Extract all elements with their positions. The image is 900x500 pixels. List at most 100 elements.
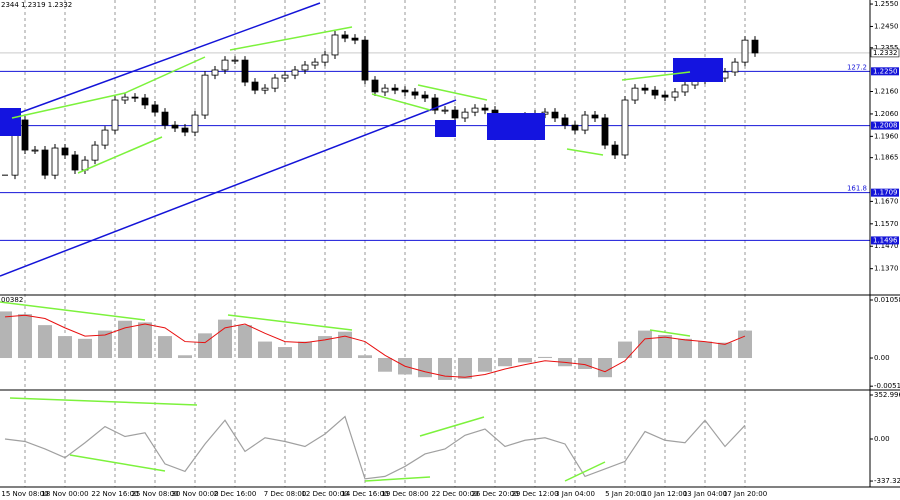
trend-line [417,84,488,101]
trend-line [69,454,166,472]
zone [435,120,456,137]
candle [451,109,459,119]
x-tick-label: 3 Jan 04:00 [555,490,595,498]
trend-line [77,136,163,174]
y-tick-label: 1.1570 [874,220,899,228]
level-box [871,236,899,245]
candle [111,99,119,131]
fib-label: 127.2 [847,63,867,71]
candle [611,144,619,156]
candle [631,87,639,101]
signal-line [4,314,746,378]
candle [221,59,229,71]
y-tick-label: 1.2450 [874,22,899,30]
x-tick-label: 18 Nov 00:00 [41,490,88,498]
level-box [871,121,899,130]
histogram-bar [238,325,252,359]
histogram-bar [618,341,632,359]
candle [141,97,149,106]
candle [751,39,759,54]
trend-line [419,416,485,437]
trend-line [371,93,431,111]
candle [131,96,139,99]
x-tick-label: 14 Dec 16:00 [341,490,388,498]
candle [741,39,749,63]
level-box [871,67,899,76]
candle [641,87,649,91]
histogram-bar [0,311,12,359]
candle [571,124,579,131]
x-tick-label: 7 Dec 08:00 [264,490,307,498]
candle [281,74,289,79]
candle [321,54,329,63]
y-tick-label: 352.9968 [874,391,900,399]
histogram-bar [498,358,512,367]
candle [201,74,209,116]
level-label: 1.1496 [873,236,898,244]
candle [401,89,409,93]
histogram-bar [158,336,172,359]
histogram-bar [18,314,32,359]
annotations [0,2,723,482]
histogram-bar [38,325,52,359]
histogram-bar [598,358,612,378]
candle [581,114,589,131]
histogram-bar [198,333,212,359]
current-price-label: 1.2332 [873,49,898,57]
level-label: 1.1709 [873,189,898,197]
fib-label: 161.8 [847,185,867,193]
y-tick-label: 1.1370 [874,265,899,273]
trend-line [11,56,206,119]
histogram-bar [578,358,592,369]
histogram-bar [478,358,492,372]
candle [171,124,179,129]
price-info: 2344 1.2319 1.2332 [1,1,72,9]
candle [191,114,199,133]
histogram-bar [458,358,472,379]
candle [371,79,379,93]
price-axis [870,0,900,500]
trend-line [0,301,146,321]
candle [561,117,569,126]
x-tick-label: 13 Jan 04:00 [683,490,727,498]
histogram-bar [318,336,332,359]
y-tick-label: 1.1670 [874,197,899,205]
candle [381,87,389,93]
histogram-bar [78,338,92,359]
candle [31,149,39,152]
candle [391,87,399,91]
y-tick-label: -0.00514 [874,382,900,390]
histogram-bar [438,358,452,380]
histogram-bar [698,341,712,359]
histogram-bar [58,336,72,359]
candle [211,69,219,76]
candle [21,119,29,151]
candle [481,107,489,111]
histogram-bar [538,356,552,359]
x-tick-label: 26 Dec 20:00 [471,490,518,498]
candle [471,107,479,113]
candle [421,94,429,99]
zone [487,113,545,140]
candle [101,129,109,146]
histogram-bar [138,322,152,359]
level-label: 1.2250 [873,67,898,75]
candle [71,154,79,171]
zone [673,58,723,82]
y-tick-label: 1.2060 [874,110,899,118]
candle [121,96,129,101]
candle [431,97,439,111]
candle [301,64,309,71]
y-tick-label: 0.00 [874,354,890,362]
x-tick-label: 30 Nov 00:00 [171,490,218,498]
candle [151,104,159,113]
y-tick-label: 1.2550 [874,0,899,8]
candle [261,87,269,91]
histogram-bar [218,319,232,359]
x-tick-label: 10 Jan 12:00 [643,490,687,498]
candle [661,94,669,98]
trend-line [564,461,606,482]
x-tick-label: 22 Dec 00:00 [431,490,478,498]
candle [91,144,99,161]
